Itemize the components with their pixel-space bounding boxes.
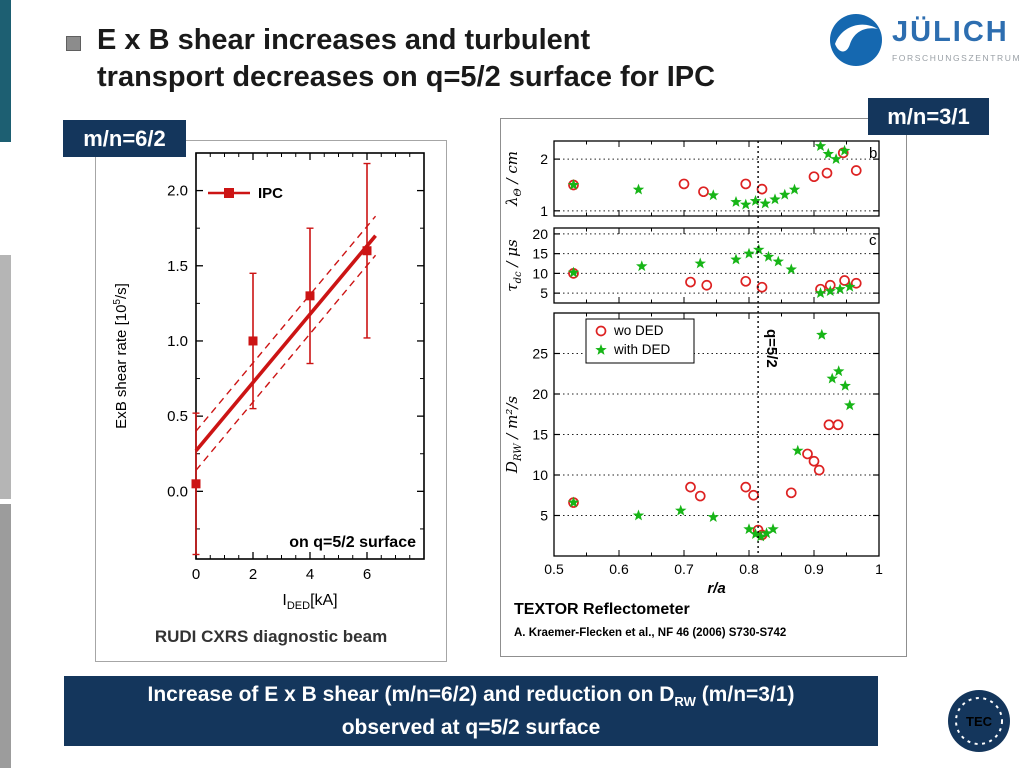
tec-logo: TEC <box>946 688 1012 759</box>
svg-text:1.0: 1.0 <box>167 333 188 350</box>
svg-text:λΘ / cm: λΘ / cm <box>503 151 524 207</box>
svg-text:b: b <box>869 145 877 162</box>
tec-label: TEC <box>966 714 993 729</box>
julich-wordmark: JÜLICH <box>892 16 1009 48</box>
julich-subtitle: FORSCHUNGSZENTRUM <box>892 53 1022 63</box>
title-bullet-icon <box>66 36 81 51</box>
svg-text:on q=5/2 surface: on q=5/2 surface <box>289 534 416 551</box>
svg-text:DRW / m²/s: DRW / m²/s <box>503 396 524 475</box>
svg-text:20: 20 <box>532 226 548 242</box>
title-line-1: E x B shear increases and turbulent <box>97 24 591 56</box>
page-title: E x B shear increases and turbulent tran… <box>97 22 857 96</box>
exb-shear-chart: 0 2 4 6 0.0 0.5 1.0 1.5 2.0 IPC on q=5/2 surface Ex… <box>112 152 425 612</box>
svg-text:6: 6 <box>363 566 371 583</box>
svg-text:ExB shear rate [105/s]: ExB shear rate [105/s] <box>112 283 130 429</box>
title-line-2: transport decreases on q=5/2 surface for… <box>97 61 716 94</box>
svg-text:wo DED: wo DED <box>613 323 664 338</box>
left-accent-bar-bottom <box>0 504 11 768</box>
svg-text:10: 10 <box>532 467 548 483</box>
julich-circle-icon <box>830 14 882 66</box>
badge-mn-6-2: m/n=6/2 <box>63 120 186 157</box>
svg-text:1: 1 <box>875 561 883 577</box>
banner-line-1-sub: RW <box>674 694 696 710</box>
svg-text:0.5: 0.5 <box>544 561 564 577</box>
left-accent-bar-top <box>0 0 11 142</box>
svg-text:IDED[kA]: IDED[kA] <box>282 592 337 612</box>
svg-text:15: 15 <box>532 246 548 262</box>
svg-text:0.9: 0.9 <box>804 561 824 577</box>
svg-text:0.8: 0.8 <box>739 561 759 577</box>
svg-text:IPC: IPC <box>258 185 283 202</box>
right-figure-reference: A. Kraemer-Flecken et al., NF 46 (2006) … <box>514 627 787 639</box>
svg-text:0: 0 <box>192 566 200 583</box>
svg-text:0.5: 0.5 <box>167 408 188 425</box>
svg-text:1: 1 <box>540 203 548 219</box>
svg-text:0.0: 0.0 <box>167 483 188 500</box>
julich-logo: JÜLICH FORSCHUNGSZENTRUM <box>828 12 1021 68</box>
banner-line-1: Increase of E x B shear (m/n=6/2) and re… <box>148 679 795 712</box>
svg-text:2.0: 2.0 <box>167 183 188 200</box>
svg-text:0.7: 0.7 <box>674 561 694 577</box>
svg-text:5: 5 <box>540 508 548 524</box>
svg-text:25: 25 <box>532 346 548 362</box>
banner-line-2: observed at q=5/2 surface <box>341 715 601 739</box>
svg-text:τdc / μs: τdc / μs <box>503 239 524 292</box>
right-figure-caption: TEXTOR Reflectometer <box>514 601 690 618</box>
svg-text:r/a: r/a <box>707 580 725 597</box>
svg-text:4: 4 <box>306 566 314 583</box>
svg-text:with DED: with DED <box>613 342 671 357</box>
svg-text:c: c <box>869 232 877 249</box>
reflectometer-chart: 1 2 b λΘ / cm 5 10 15 20 c τdc / μs 5 10 15 20 25 DRW /… <box>503 140 883 597</box>
left-accent-bar-middle <box>0 255 11 499</box>
banner-line-1-pre: Increase of E x B shear (m/n=6/2) and re… <box>147 682 675 706</box>
svg-text:5: 5 <box>540 285 548 301</box>
badge-mn-3-1: m/n=3/1 <box>868 98 989 135</box>
svg-text:0.6: 0.6 <box>609 561 629 577</box>
svg-text:15: 15 <box>532 427 548 443</box>
svg-text:2: 2 <box>249 566 257 583</box>
svg-text:20: 20 <box>532 386 548 402</box>
summary-banner: Increase of E x B shear (m/n=6/2) and re… <box>64 676 878 746</box>
banner-line-1-post: (m/n=3/1) <box>695 682 795 706</box>
left-figure: 0 2 4 6 0.0 0.5 1.0 1.5 2.0 IPC on q=5/2 surface Ex… <box>95 140 447 662</box>
svg-text:2: 2 <box>540 151 548 167</box>
svg-text:q=5/2: q=5/2 <box>763 329 780 368</box>
svg-text:1.5: 1.5 <box>167 258 188 275</box>
left-figure-caption: RUDI CXRS diagnostic beam <box>154 627 388 646</box>
right-figure: 1 2 b λΘ / cm 5 10 15 20 c τdc / μs 5 10 15 20 25 DRW /… <box>500 118 907 657</box>
tec-circle-icon: TEC <box>948 690 1010 752</box>
svg-text:10: 10 <box>532 265 548 281</box>
